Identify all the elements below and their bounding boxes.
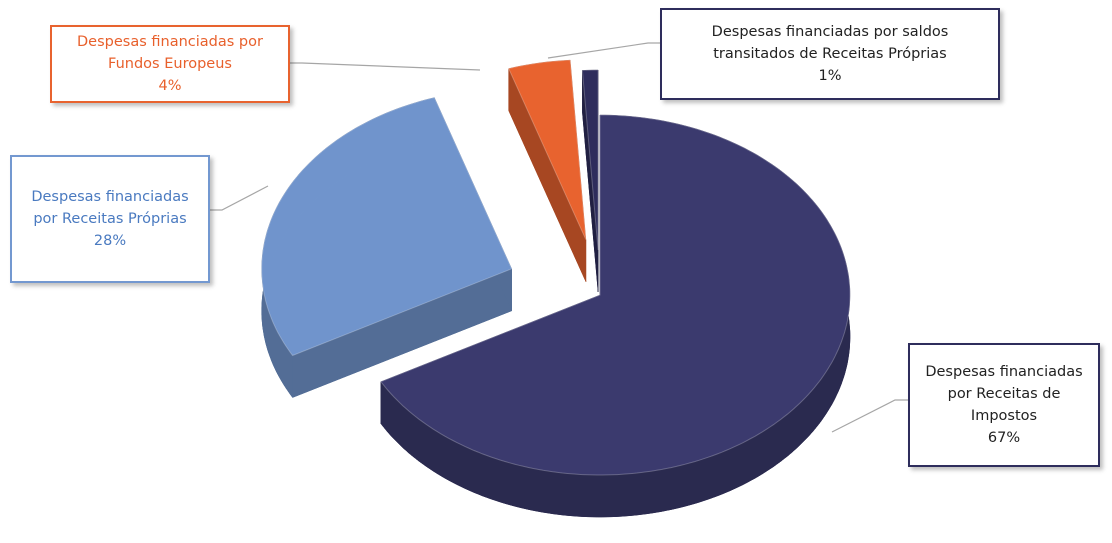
pie-slice — [380, 114, 851, 476]
value-label: 28% — [93, 233, 127, 249]
value-label: 4% — [158, 78, 182, 94]
pie-slice — [581, 69, 599, 251]
data-label: Despesas financiadas por Fundos Europeus… — [50, 25, 290, 103]
data-label: Despesas financiadas por Receitas Própri… — [10, 155, 210, 283]
leader-line — [290, 62, 481, 71]
data-label: Despesas financiadas por saldos transita… — [660, 8, 1000, 100]
category-label: Despesas financiadas por Receitas de Imp… — [925, 364, 1083, 424]
leader-line — [547, 42, 660, 59]
leader-line — [831, 399, 908, 433]
value-label: 1% — [818, 68, 842, 84]
leader-line — [210, 185, 269, 211]
category-label: Despesas financiadas por Fundos Europeus — [77, 34, 263, 72]
leader-lines — [210, 42, 908, 433]
value-label: 67% — [987, 430, 1021, 446]
category-label: Despesas financiadas por saldos transita… — [711, 24, 949, 62]
data-label: Despesas financiadas por Receitas de Imp… — [908, 343, 1100, 467]
category-label: Despesas financiadas por Receitas Própri… — [31, 189, 189, 227]
pie-slice — [507, 59, 587, 240]
pie-slice — [261, 97, 513, 357]
